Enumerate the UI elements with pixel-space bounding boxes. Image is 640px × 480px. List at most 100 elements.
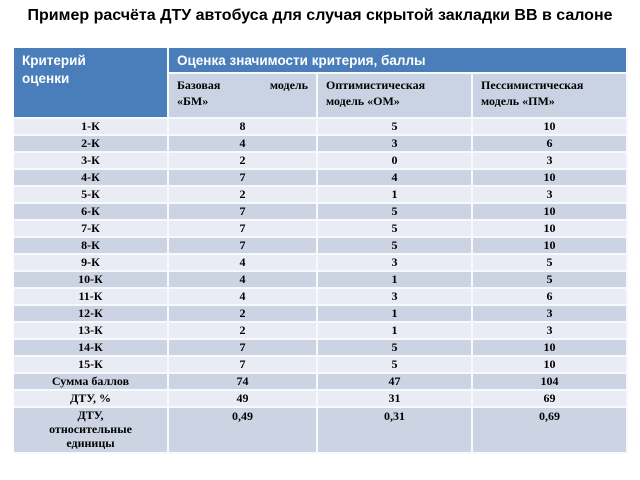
header-model-om-line2: модель «ОМ» — [326, 94, 400, 109]
bm-value-cell: 7 — [169, 357, 318, 374]
row-label: 7-К — [81, 220, 100, 235]
bm-value-cell: 2 — [169, 153, 318, 170]
bm-value-cell: 2 — [169, 306, 318, 323]
pm-value-cell: 10 — [473, 340, 628, 357]
row-label-cell: 5-К — [14, 187, 169, 204]
header-model-bm-line2: «БМ» — [177, 94, 209, 109]
pm-value-cell: 10 — [473, 238, 628, 255]
om-value-cell: 3 — [318, 289, 473, 306]
bm-value-cell: 7 — [169, 238, 318, 255]
pm-value-cell: 104 — [473, 374, 628, 391]
pm-value-cell: 69 — [473, 391, 628, 408]
om-value-cell: 5 — [318, 221, 473, 238]
row-label-cell: 13-К — [14, 323, 169, 340]
bm-value-cell: 4 — [169, 289, 318, 306]
pm-value-cell: 10 — [473, 170, 628, 187]
om-value-cell: 0 — [318, 153, 473, 170]
row-label-cell: ДТУ, % — [14, 391, 169, 408]
pm-value-cell: 5 — [473, 272, 628, 289]
pm-value-cell: 6 — [473, 136, 628, 153]
row-label: 5-К — [81, 186, 100, 201]
row-label-cell: 7-К — [14, 221, 169, 238]
row-label: 3-К — [81, 152, 100, 167]
bm-value-cell: 4 — [169, 272, 318, 289]
row-label-cell: 15-К — [14, 357, 169, 374]
row-label-cell: 9-К — [14, 255, 169, 272]
pm-value-cell: 0,69 — [473, 408, 628, 454]
row-label: 8-К — [81, 237, 100, 252]
row-label-cell: Сумма баллов — [14, 374, 169, 391]
pm-value-cell: 3 — [473, 323, 628, 340]
row-label-cell: 6-К — [14, 204, 169, 221]
om-value-cell: 1 — [318, 323, 473, 340]
om-value-cell: 1 — [318, 272, 473, 289]
row-label: ДТУ, % — [69, 390, 112, 405]
header-model-bm-cell: Базовая модель «БМ» — [169, 74, 318, 119]
row-label: 13-К — [78, 322, 103, 337]
om-value-cell: 47 — [318, 374, 473, 391]
row-label-cell: 11-К — [14, 289, 169, 306]
row-label-cell: 12-К — [14, 306, 169, 323]
om-value-cell: 4 — [318, 170, 473, 187]
pm-value-cell: 3 — [473, 306, 628, 323]
bm-value-cell: 49 — [169, 391, 318, 408]
row-label: 6-К — [81, 203, 100, 218]
row-label-cell: 4-К — [14, 170, 169, 187]
row-label: 10-К — [78, 271, 103, 286]
bm-value-cell: 2 — [169, 187, 318, 204]
row-label: Сумма баллов — [51, 373, 130, 388]
row-label-cell: 1-К — [14, 119, 169, 136]
pm-value-cell: 6 — [473, 289, 628, 306]
row-label: 2-К — [81, 135, 100, 150]
row-label: 4-К — [81, 169, 100, 184]
om-value-cell: 3 — [318, 255, 473, 272]
header-group-cell: Оценка значимости критерия, баллы — [169, 48, 628, 74]
om-value-cell: 5 — [318, 119, 473, 136]
bm-value-cell: 4 — [169, 136, 318, 153]
row-label-cell: 14-К — [14, 340, 169, 357]
row-label-cell: 10-К — [14, 272, 169, 289]
row-label: 9-К — [81, 254, 100, 269]
bm-value-cell: 7 — [169, 221, 318, 238]
pm-value-cell: 10 — [473, 204, 628, 221]
dtu-score-table: Критерий оценки Оценка значимости критер… — [14, 48, 628, 454]
om-value-cell: 1 — [318, 306, 473, 323]
pm-value-cell: 3 — [473, 153, 628, 170]
pm-value-cell: 10 — [473, 119, 628, 136]
pm-value-cell: 3 — [473, 187, 628, 204]
header-model-pm-cell: Пессимистическая модель «ПМ» — [473, 74, 628, 119]
om-value-cell: 0,31 — [318, 408, 473, 454]
om-value-cell: 5 — [318, 340, 473, 357]
header-criterion-cell: Критерий оценки — [14, 48, 169, 119]
bm-value-cell: 7 — [169, 170, 318, 187]
row-label: 12-К — [78, 305, 103, 320]
om-value-cell: 1 — [318, 187, 473, 204]
om-value-cell: 3 — [318, 136, 473, 153]
pm-value-cell: 5 — [473, 255, 628, 272]
row-label-cell: 8-К — [14, 238, 169, 255]
header-model-om-cell: Оптимистическая модель «ОМ» — [318, 74, 473, 119]
bm-value-cell: 74 — [169, 374, 318, 391]
bm-value-cell: 2 — [169, 323, 318, 340]
bm-value-cell: 4 — [169, 255, 318, 272]
header-criterion-label: Критерий оценки — [22, 53, 86, 86]
bm-value-cell: 0,49 — [169, 408, 318, 454]
header-model-pm-line2: модель «ПМ» — [481, 94, 555, 109]
bm-value-cell: 7 — [169, 204, 318, 221]
row-label-cell: 3-К — [14, 153, 169, 170]
om-value-cell: 5 — [318, 238, 473, 255]
row-label: 1-К — [81, 118, 100, 133]
pm-value-cell: 10 — [473, 357, 628, 374]
om-value-cell: 5 — [318, 204, 473, 221]
header-model-pm-line1: Пессимистическая — [481, 78, 584, 92]
row-label: 15-К — [78, 356, 103, 371]
row-label: 14-К — [78, 339, 103, 354]
om-value-cell: 5 — [318, 357, 473, 374]
header-model-om-line1: Оптимистическая — [326, 78, 426, 92]
row-label: 11-К — [78, 288, 103, 303]
row-label-cell: 2-К — [14, 136, 169, 153]
row-label: ДТУ, относительные единицы — [49, 408, 132, 450]
pm-value-cell: 10 — [473, 221, 628, 238]
slide-title: Пример расчёта ДТУ автобуса для случая с… — [27, 7, 613, 24]
